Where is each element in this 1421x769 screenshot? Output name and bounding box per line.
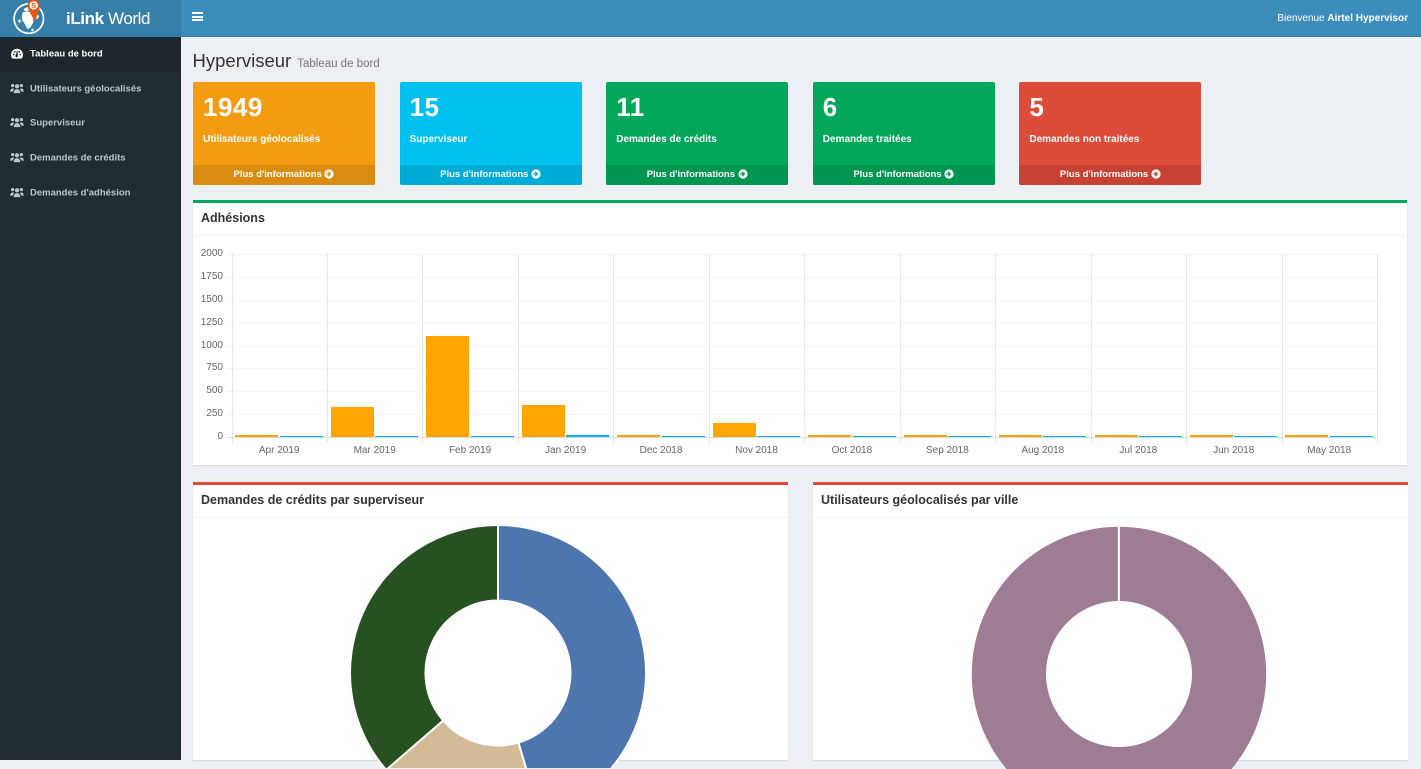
svg-text:S: S: [31, 1, 37, 10]
